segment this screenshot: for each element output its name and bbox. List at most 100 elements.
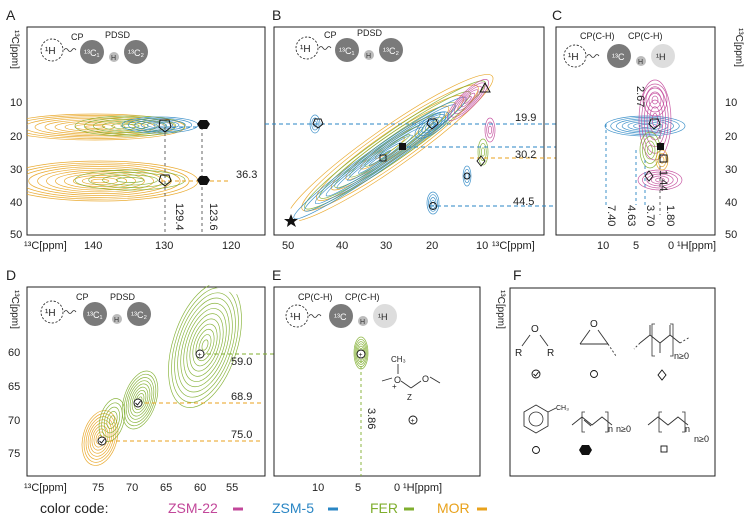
mol-ch3: CH₃ [391,355,406,364]
contour-line [642,83,668,117]
struct-n5: n≥0 [694,434,709,444]
panel-c-xtick: 10 [597,240,609,252]
panel-d-letter: D [6,267,16,283]
panel-e-scheme: ¹H CP(C-H) CP(C-H) ¹³C H ¹H [285,292,397,328]
contour-line [426,191,440,215]
contour-line [74,169,186,191]
structure-ether: O R R [515,324,554,379]
contour-line [314,111,446,205]
contour-line [457,89,479,111]
panel-a-xtick: 130 [155,240,173,252]
contour-line [311,117,319,131]
scheme-node-h: H [638,59,643,66]
scheme-h-label: ¹H [300,44,311,55]
panel-e-yaxis-label: ¹³C[ppm] [495,290,506,329]
scheme-label-cp2: CP(C-H) [628,31,663,41]
contour-line [647,145,653,155]
panel-c-xtick: 0 [668,240,674,252]
panel-b-letter: B [272,7,281,23]
contour-line [453,85,483,115]
mol-o-right: O [422,374,429,384]
contour-line [645,87,665,113]
contour-line [101,402,123,438]
scheme-h-label: ¹H [568,52,579,63]
scheme-node-h: H [366,53,371,60]
panel-b: B ¹H CP PDSD ¹³C₁ H ¹³C₂ 19.9 3 [265,7,662,252]
contour-line [81,410,119,466]
panel-d-yaxis-label: ¹³C[ppm] [9,290,20,329]
annot-19-9: 19.9 [515,112,536,124]
contour-line [486,121,494,139]
panel-c-yaxis-label: ¹³C[ppm] [733,28,744,67]
contour-line [651,95,659,105]
panel-f-frame [509,287,716,477]
panel-a-xtick: 120 [222,240,240,252]
annot-36-3: 36.3 [236,169,257,181]
panel-d-scheme: ¹H CP PDSD ¹³C₁ H ¹³C₂ [40,292,151,326]
struct-n1: n≥0 [674,351,689,361]
contour-line [90,178,110,184]
contour-line [115,177,145,183]
contour-line [421,116,443,134]
struct-o1: O [531,324,539,335]
contour-line [429,197,437,209]
scheme-node-1h: ¹H [378,312,388,322]
annot-59-0: 59.0 [231,356,252,368]
contour-line [192,323,218,367]
contour-line [484,117,496,143]
scheme-label-cp: CP [324,30,337,40]
contour-line [46,169,154,193]
structure-polyene: n n≥0 [571,411,631,455]
panel-c-xtick: 5 [633,240,639,252]
scheme-label-cp2: CP(C-H) [345,292,380,302]
struct-r1: R [515,348,522,359]
contour-line [462,165,472,187]
panel-b-xtick: 30 [380,240,392,252]
panel-b-xtick: 40 [336,240,348,252]
contour-line [125,377,155,423]
panel-d-xtick: 70 [126,482,138,494]
scheme-label-cp: CP [76,292,89,302]
panel-d: D ¹H CP PDSD ¹³C₁ H ¹³C₂ + 59.0 68.9 75.… [6,267,360,494]
scheme-node-c1: ¹³C₁ [339,46,355,56]
panel-c-xaxis-label: ¹H[ppm] [677,240,716,252]
panel-e-xtick: 10 [312,482,324,494]
contour-line [27,164,181,198]
annot-3-70: 3.70 [644,205,656,226]
scheme-label-pdsd: PDSD [110,292,136,302]
panel-f-letter: F [513,267,522,283]
struct-n4: n [685,424,690,434]
contour-line [201,339,209,351]
contour-line [83,117,177,135]
annot-129-4: 129.4 [173,203,185,231]
contour-line [186,313,224,377]
contour-line [651,112,659,128]
panel-c-scheme: ¹H CP(C-H) CP(C-H) ¹³C H ¹H [563,31,675,68]
scheme-node-h: H [360,319,365,326]
legend-label: color code: [40,500,108,516]
contour-line [120,123,140,129]
legend-item-zsm5: ZSM-5 [272,500,314,516]
annot-75-0: 75.0 [231,429,252,441]
panel-c-letter: C [552,7,562,23]
dimethyl-ether-molecule: CH₃ O + Z O + [381,355,441,425]
panel-a-ytick: 20 [10,131,22,143]
mol-o-left: O [394,375,401,385]
contour-line [127,117,193,133]
contour-line [479,142,487,162]
contour-line [91,425,109,451]
contour-line [487,125,493,135]
panel-c-ytick: 50 [725,229,737,241]
contour-line [657,152,667,168]
svg-text:+: + [359,352,363,359]
panel-e: E ¹H CP(C-H) CP(C-H) ¹³C H ¹H + 3.86 CH₃… [272,267,506,494]
scheme-node-c2: ¹³C₂ [131,310,147,320]
scheme-node-c: ¹³C [334,312,347,322]
contour-line [92,118,168,134]
panel-d-xaxis-label: ¹³C[ppm] [24,482,67,494]
struct-ch3: CH₃ [556,405,569,412]
contour-line [189,318,221,372]
structure-epoxide: O [579,319,617,378]
panel-b-contours [286,74,496,222]
contour-line [428,194,438,212]
